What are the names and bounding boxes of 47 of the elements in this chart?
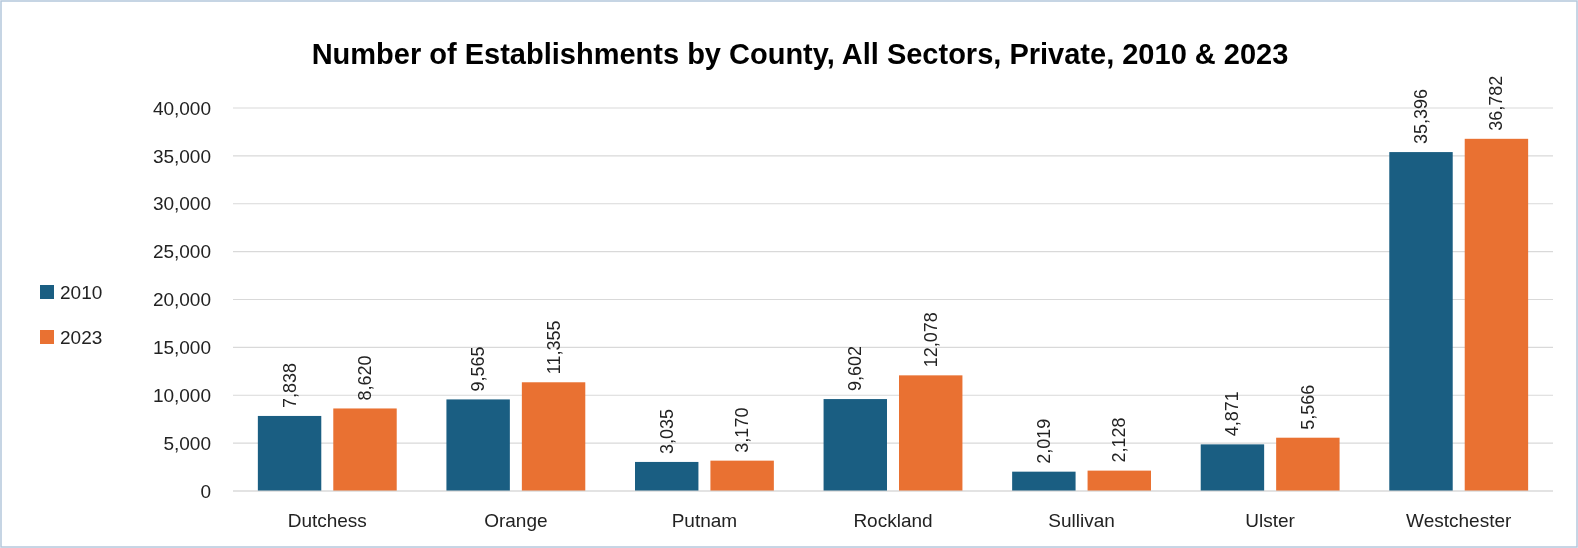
bar xyxy=(1200,444,1265,491)
data-label: 5,566 xyxy=(1297,384,1318,430)
y-tick-label: 25,000 xyxy=(152,241,211,263)
data-label: 9,565 xyxy=(468,346,489,392)
y-tick-label: 40,000 xyxy=(152,97,211,119)
data-label: 35,396 xyxy=(1411,89,1431,145)
bar xyxy=(635,461,699,491)
x-tick-label: Putnam xyxy=(671,510,738,531)
y-tick-label: 10,000 xyxy=(152,384,211,406)
bar xyxy=(1012,471,1076,491)
x-tick-label: Orange xyxy=(484,510,548,531)
x-tick-label: Westchester xyxy=(1406,510,1512,531)
legend-label: 2010 xyxy=(60,281,103,303)
data-label: 2,019 xyxy=(1033,418,1054,464)
y-tick-label: 15,000 xyxy=(152,337,211,359)
data-label: 36,782 xyxy=(1486,75,1507,131)
y-tick-label: 30,000 xyxy=(152,193,211,215)
bar xyxy=(1087,470,1151,491)
data-label: 2,128 xyxy=(1109,417,1130,463)
y-tick-label: 5,000 xyxy=(163,432,211,454)
bar xyxy=(1389,152,1453,491)
data-label: 4,871 xyxy=(1222,391,1243,437)
data-label: 7,838 xyxy=(279,362,300,408)
x-tick-label: Sullivan xyxy=(1048,510,1115,531)
bar xyxy=(899,375,963,491)
bar xyxy=(710,460,774,491)
x-tick-label: Ulster xyxy=(1245,510,1296,531)
bar xyxy=(1464,138,1529,491)
chart-title: Number of Establishments by County, All Sectors, Private, 2010 & 2023 xyxy=(311,38,1289,70)
bar xyxy=(333,408,397,491)
x-tick-label: Dutchess xyxy=(287,510,367,531)
bar xyxy=(823,399,887,491)
y-tick-label: 20,000 xyxy=(152,289,211,311)
x-tick-label: Rockland xyxy=(853,510,933,531)
y-tick-label: 0 xyxy=(200,480,211,502)
legend-label: 2023 xyxy=(60,326,103,348)
data-label: 11,355 xyxy=(543,320,564,375)
bar xyxy=(257,415,322,491)
data-label: 3,170 xyxy=(732,407,753,453)
data-label: 9,602 xyxy=(845,346,866,392)
bar xyxy=(446,399,510,491)
data-label: 8,620 xyxy=(355,355,375,401)
y-tick-label: 35,000 xyxy=(152,145,211,167)
data-label: 12,078 xyxy=(920,312,941,368)
bar xyxy=(521,382,586,491)
data-label: 3,035 xyxy=(656,408,677,454)
bar xyxy=(1276,437,1340,491)
